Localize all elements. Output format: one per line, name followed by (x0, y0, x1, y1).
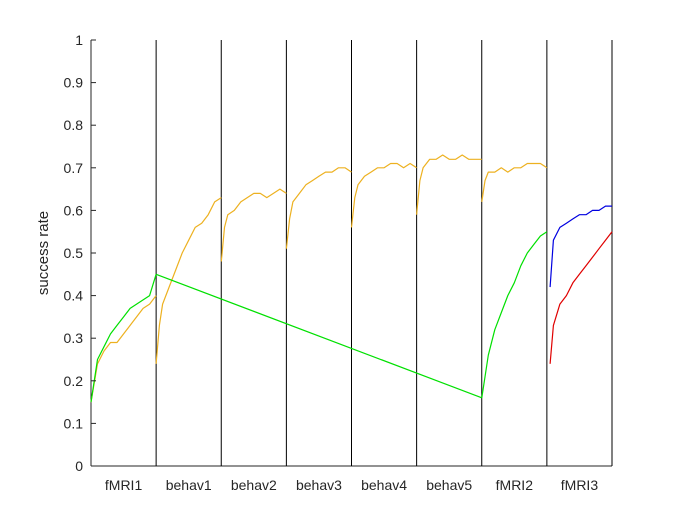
y-tick-label: 0 (75, 458, 83, 474)
session-label: behav3 (296, 477, 342, 493)
session-label: behav5 (426, 477, 472, 493)
session-label: behav1 (166, 477, 212, 493)
session-label: behav4 (361, 477, 407, 493)
y-tick-label: 0.1 (64, 415, 84, 431)
y-axis-label: success rate (35, 211, 52, 295)
series-line (90, 154, 548, 403)
series-line (549, 231, 613, 364)
series-segment (481, 162, 548, 202)
series-segment (416, 154, 482, 215)
series-segment (220, 188, 287, 262)
series-segment (285, 167, 352, 249)
y-tick-label: 0.8 (64, 117, 84, 133)
y-tick-label: 1 (75, 32, 83, 48)
series-segment (155, 197, 222, 364)
session-label: fMRI2 (496, 477, 534, 493)
series-segment (549, 205, 612, 288)
session-label: fMRI3 (561, 477, 599, 493)
series-segment (90, 295, 157, 403)
y-tick-label: 0.6 (64, 202, 84, 218)
x-axis: fMRI1 behav1 behav2 behav3 behav4 behav5 fMRI2… (105, 477, 598, 493)
y-tick-label: 0.9 (64, 75, 84, 91)
session-label: fMRI1 (105, 477, 143, 493)
y-axis: 0 0.1 0.2 0.3 0.4 0.5 0.6 0.7 0.8 0.9 1 (64, 32, 96, 474)
y-tick-label: 0.5 (64, 245, 84, 261)
y-tick-label: 0.7 (64, 160, 84, 176)
session-label: behav2 (231, 477, 277, 493)
series-layer (90, 154, 613, 403)
session-dividers (155, 40, 613, 466)
series-segment (481, 231, 548, 398)
series-segment (90, 274, 157, 403)
series-segment (155, 273, 483, 399)
series-line (549, 205, 612, 288)
series-line (90, 231, 548, 403)
series-segment (350, 162, 417, 228)
series-segment (549, 231, 613, 364)
y-tick-label: 0.3 (64, 330, 84, 346)
y-tick-label: 0.2 (64, 373, 84, 389)
y-tick-label: 0.4 (64, 288, 84, 304)
